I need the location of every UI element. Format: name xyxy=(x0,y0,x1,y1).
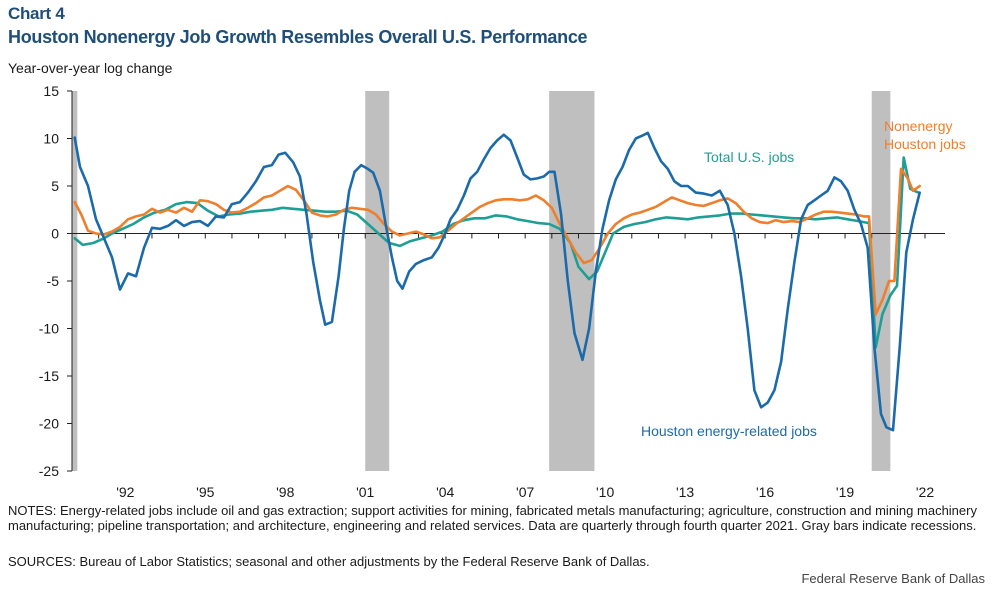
series-label-energy: Houston energy-related jobs xyxy=(641,423,817,439)
x-tick-label: '98 xyxy=(276,484,294,500)
series-labels: Total U.S. jobs Houston energy-related j… xyxy=(641,118,966,439)
notes: NOTES: Energy-related jobs include oil a… xyxy=(8,503,977,533)
y-tick-label: 0 xyxy=(51,226,59,242)
x-tick-label: '16 xyxy=(756,484,774,500)
y-tick-label: -20 xyxy=(39,416,59,432)
y-tick-label: -15 xyxy=(39,368,59,384)
chart-title: Houston Nonenergy Job Growth Resembles O… xyxy=(8,27,588,47)
chart-label: Chart 4 xyxy=(8,4,65,23)
x-tick-label: '13 xyxy=(676,484,694,500)
x-tick-label: '01 xyxy=(356,484,374,500)
series-lines xyxy=(73,131,921,432)
x-tick-label: '95 xyxy=(196,484,214,500)
sources: SOURCES: Bureau of Labor Statistics; sea… xyxy=(8,554,650,569)
y-tick-label: -10 xyxy=(39,321,59,337)
line-chart: 15 10 5 0 -5 -10 -15 -20 -25 '92 '95 '98 '01 '04 '07 '1… xyxy=(39,83,966,500)
recession-bars xyxy=(72,91,891,471)
series-line-total-us xyxy=(73,156,920,349)
recession-bar xyxy=(365,91,390,471)
y-tick-label: -5 xyxy=(47,273,60,289)
series-label-nonenergy-line1: Nonenergy xyxy=(884,118,953,134)
recession-bar xyxy=(72,91,78,471)
y-tick-label: 15 xyxy=(43,83,59,99)
recession-bar xyxy=(549,91,595,471)
axes: 15 10 5 0 -5 -10 -15 -20 -25 '92 '95 '98 '01 '04 '07 '1… xyxy=(39,83,945,500)
x-tick-label: '92 xyxy=(116,484,134,500)
y-axis-label: Year-over-year log change xyxy=(8,60,173,76)
x-tick-label: '07 xyxy=(516,484,534,500)
series-label-nonenergy-line2: Houston jobs xyxy=(884,136,966,152)
x-tick-label: '10 xyxy=(596,484,614,500)
series-label-us: Total U.S. jobs xyxy=(704,149,794,165)
y-tick-label: 5 xyxy=(51,178,59,194)
x-tick-label: '19 xyxy=(836,484,854,500)
y-tick-label: -25 xyxy=(39,463,59,479)
series-line-nonenergy-houston xyxy=(73,167,921,316)
series-line-houston-energy xyxy=(73,131,921,432)
x-tick-label: '04 xyxy=(436,484,454,500)
credit: Federal Reserve Bank of Dallas xyxy=(801,571,985,586)
x-tick-label: '22 xyxy=(916,484,934,500)
series-label-nonenergy: Nonenergy Houston jobs xyxy=(884,118,966,152)
y-tick-label: 10 xyxy=(43,131,59,147)
